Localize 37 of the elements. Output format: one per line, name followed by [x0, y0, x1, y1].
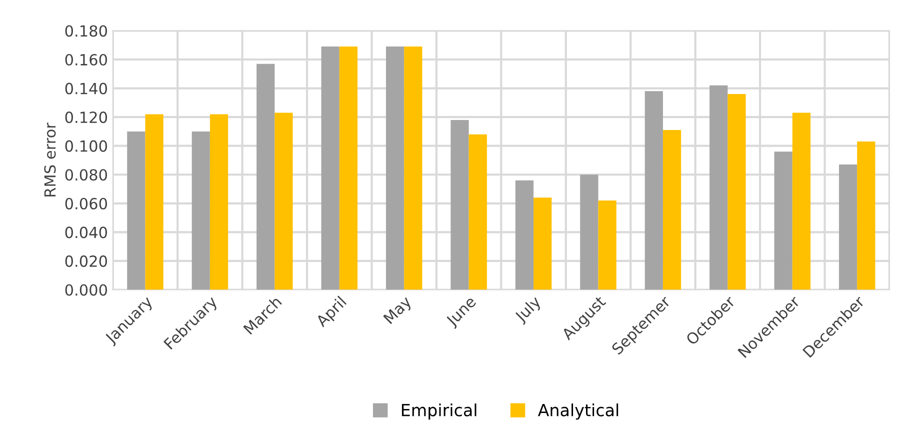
bar — [838, 164, 858, 290]
y-tick-label: 0.160 — [65, 54, 107, 66]
bar — [321, 46, 340, 290]
bar — [386, 46, 404, 290]
bar — [145, 114, 164, 290]
bar — [256, 64, 275, 290]
y-tick-label: 0.180 — [65, 25, 107, 37]
bar — [339, 46, 358, 290]
y-tick-label: 0.100 — [65, 140, 107, 152]
bar — [192, 131, 210, 290]
y-tick-label: 0.140 — [65, 82, 107, 94]
y-tick-label: 0.000 — [65, 284, 107, 296]
legend-label: Analytical — [538, 403, 618, 420]
y-tick-label: 0.120 — [65, 112, 107, 124]
bar — [857, 142, 876, 290]
bar — [468, 134, 487, 290]
bar — [127, 131, 146, 290]
y-axis-title: RMS error — [44, 122, 56, 196]
bar — [792, 112, 811, 290]
bar — [534, 198, 552, 290]
bar — [450, 120, 469, 290]
bar — [644, 91, 663, 290]
bar — [210, 114, 228, 290]
bar — [774, 152, 792, 290]
bar — [274, 112, 293, 290]
bar — [404, 46, 422, 290]
bar — [598, 200, 616, 290]
y-tick-label: 0.020 — [65, 255, 107, 267]
y-tick-label: 0.040 — [65, 226, 107, 238]
y-tick-label: 0.080 — [65, 169, 107, 181]
bar — [662, 130, 682, 290]
bar — [580, 174, 598, 290]
bar — [728, 94, 746, 290]
y-tick-label: 0.060 — [65, 198, 107, 210]
bar — [515, 180, 534, 290]
bar — [710, 85, 728, 290]
legend-label: Empirical — [402, 403, 476, 420]
